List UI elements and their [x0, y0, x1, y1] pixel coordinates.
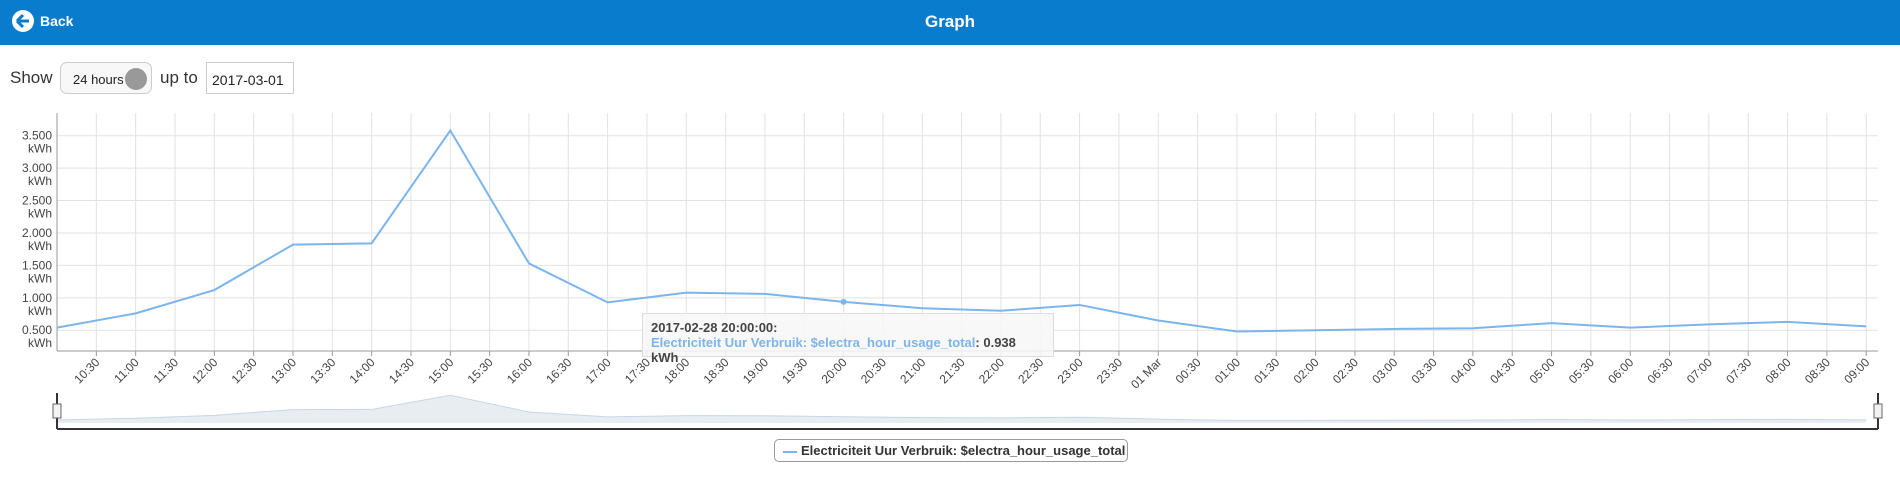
x-tick-label: 02:30: [1330, 355, 1361, 386]
y-tick-label: 3.000 kWh: [22, 161, 52, 188]
x-tick-label: 08:30: [1802, 355, 1833, 386]
x-tick-label: 07:30: [1723, 355, 1754, 386]
x-tick-label: 10:30: [71, 355, 102, 386]
x-tick-label: 17:30: [622, 355, 653, 386]
x-tick-label: 14:00: [347, 355, 378, 386]
x-tick-label: 12:30: [229, 355, 260, 386]
x-tick-label: 12:00: [189, 355, 220, 386]
tooltip-x: 2017-02-28 20:00:00:: [651, 320, 778, 335]
x-tick-label: 13:30: [307, 355, 338, 386]
y-tick-label-part: kWh: [28, 304, 52, 318]
y-tick-label: 3.500 kWh: [22, 129, 52, 156]
x-tick-label: 15:00: [425, 355, 456, 386]
x-tick-label: 04:00: [1448, 355, 1479, 386]
x-tick-label: 23:30: [1094, 355, 1125, 386]
tooltip: 2017-02-28 20:00:00: Electriciteit Uur Ve…: [642, 313, 1054, 365]
x-tick-label: 11:00: [111, 355, 142, 386]
navigator-handle[interactable]: [1873, 403, 1883, 419]
x-tick-label: 01 Mar: [1128, 355, 1164, 391]
legend-label: Electriciteit Uur Verbruik: $electra_hou…: [801, 443, 1126, 458]
y-tick-label-part: kWh: [28, 336, 52, 350]
y-tick-label-part: 1.500: [22, 258, 52, 272]
y-tick-label: 0.500 kWh: [22, 323, 52, 350]
x-tick-label: 05:00: [1527, 355, 1558, 386]
x-tick-label: 06:30: [1645, 355, 1676, 386]
x-tick-label: 01:30: [1251, 355, 1282, 386]
x-tick-label: 16:30: [543, 355, 574, 386]
tooltip-value: : 0.938 kWh: [651, 335, 1016, 365]
y-tick-label-part: kWh: [28, 239, 52, 253]
x-tick-label: 15:30: [465, 355, 496, 386]
show-label: Show: [10, 68, 53, 87]
x-tick-label: 08:00: [1763, 355, 1794, 386]
upto-label: up to: [160, 68, 198, 87]
y-tick-label-part: 2.000: [22, 226, 52, 240]
arrow: [15, 13, 29, 29]
x-tick-label: 00:30: [1173, 355, 1204, 386]
y-tick-label-part: kWh: [28, 207, 52, 221]
x-tick-label: 06:00: [1605, 355, 1636, 386]
y-tick-label-part: 0.500: [22, 323, 52, 337]
x-tick-label: 01:00: [1212, 355, 1243, 386]
legend-swatch: [783, 450, 797, 453]
y-tick-label-part: kWh: [28, 271, 52, 285]
dropdown-icon: [125, 68, 147, 90]
back-button[interactable]: Back: [12, 10, 73, 32]
navigator-handle[interactable]: [52, 403, 62, 419]
x-tick-label: 07:00: [1684, 355, 1715, 386]
x-tick-label: 17:00: [583, 355, 614, 386]
x-tick-label: 03:30: [1409, 355, 1440, 386]
x-tick-label: 04:30: [1487, 355, 1518, 386]
date-input[interactable]: 2017-03-01: [206, 62, 294, 94]
y-tick-label-part: kWh: [28, 142, 52, 156]
navigator-line: [56, 394, 1867, 422]
x-tick-label: 03:00: [1369, 355, 1400, 386]
legend[interactable]: Electriciteit Uur Verbruik: $electra_hou…: [774, 439, 1128, 462]
header: Back Graph: [0, 0, 1900, 45]
y-tick-label: 2.000 kWh: [22, 226, 52, 253]
page-title: Graph: [924, 12, 976, 31]
range-select[interactable]: 24 hours: [60, 62, 152, 94]
y-tick-label-part: 2.500: [22, 194, 52, 208]
x-tick-label: 11:30: [151, 355, 182, 386]
y-tick-label: 1.500 kWh: [22, 258, 52, 285]
x-tick-label: 14:30: [386, 355, 417, 386]
x-tick-label: 23:00: [1055, 355, 1086, 386]
navigator-area: [57, 395, 1867, 423]
point: [840, 298, 847, 305]
tooltip-series: Electriciteit Uur Verbruik: $electra_hou…: [651, 335, 976, 350]
y-tick-label: 1.000 kWh: [22, 291, 52, 318]
x-tick-label: 02:00: [1291, 355, 1322, 386]
line: [56, 128, 1867, 333]
y-tick-label-part: 1.000: [22, 291, 52, 305]
x-tick-label: 05:30: [1566, 355, 1597, 386]
y-tick-label-part: 3.500: [22, 129, 52, 143]
range-value: 24 hours: [73, 72, 124, 87]
x-tick-label: 09:00: [1841, 355, 1872, 386]
x-tick-label: 13:00: [268, 355, 299, 386]
y-tick-label-part: kWh: [28, 174, 52, 188]
y-tick-label-part: 3.000: [22, 161, 52, 175]
back-label: Back: [40, 13, 74, 29]
back-icon: [12, 10, 34, 32]
y-tick-label: 2.500 kWh: [22, 194, 52, 221]
x-tick-label: 16:00: [504, 355, 535, 386]
